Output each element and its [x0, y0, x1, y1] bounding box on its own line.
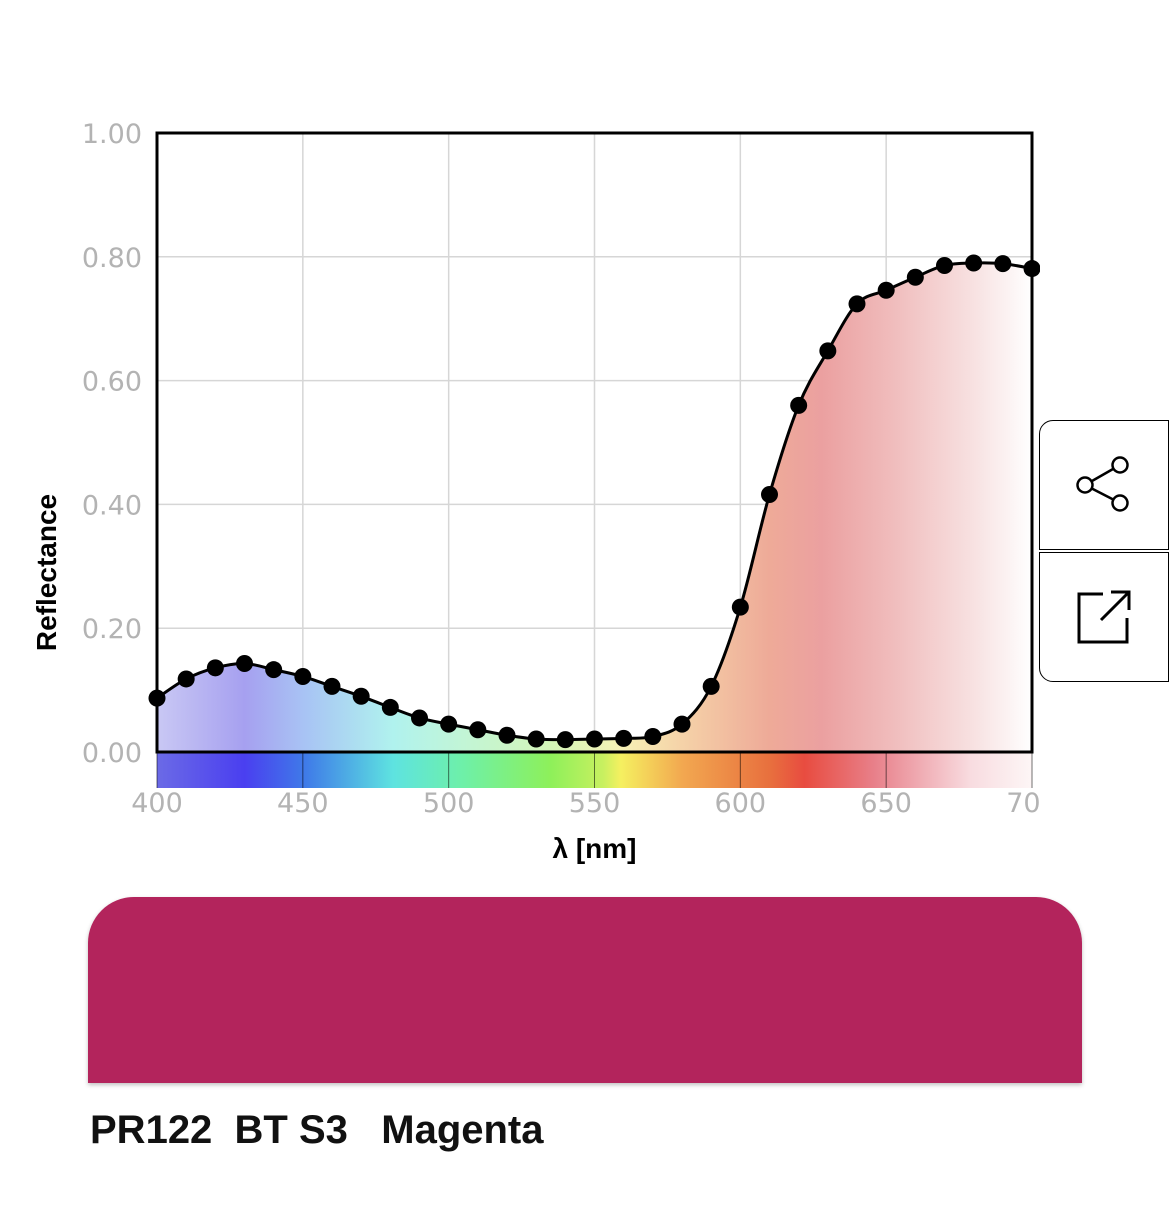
data-point — [469, 721, 487, 739]
x-tick-labels: 400 450 500 550 600 650 700 — [131, 788, 1040, 819]
share-button[interactable] — [1039, 420, 1169, 550]
data-point — [527, 730, 545, 748]
data-point — [148, 689, 166, 707]
data-point — [440, 715, 458, 733]
reflectance-area-fill — [157, 262, 1032, 752]
pigment-series: BT S3 — [234, 1108, 348, 1152]
x-tick-label: 450 — [277, 788, 329, 819]
x-tick-label: 700 — [1006, 788, 1040, 819]
data-point — [177, 670, 195, 688]
data-point — [615, 729, 633, 747]
data-point — [556, 731, 574, 749]
plot-frame — [155, 131, 1034, 754]
data-point — [906, 268, 924, 286]
y-tick-label: 0.60 — [82, 367, 142, 398]
data-point — [936, 256, 953, 274]
data-point — [236, 654, 253, 672]
spectrum-bar-grid — [156, 752, 1033, 788]
x-tick-label: 500 — [423, 788, 475, 819]
x-axis-title: λ [nm] — [553, 833, 637, 864]
x-tick-label: 600 — [715, 788, 767, 819]
data-point — [877, 281, 895, 299]
data-point — [994, 255, 1012, 273]
data-point — [206, 659, 224, 677]
x-tick-label: 400 — [131, 788, 183, 819]
data-point — [323, 677, 341, 695]
data-point — [848, 295, 866, 313]
data-point — [819, 342, 837, 360]
y-tick-label: 0.40 — [82, 490, 142, 521]
y-tick-labels: 0.00 0.20 0.40 0.60 0.80 1.00 — [82, 119, 142, 769]
share-icon — [1076, 456, 1129, 512]
y-tick-label: 0.00 — [82, 738, 142, 769]
data-point — [411, 709, 428, 727]
data-point — [673, 715, 691, 733]
data-point — [731, 598, 749, 616]
data-point — [644, 728, 662, 746]
data-point — [381, 698, 399, 716]
open-external-button[interactable] — [1039, 552, 1169, 682]
pigment-caption: PR122 BT S3 Magenta — [90, 1108, 544, 1153]
data-points — [148, 254, 1040, 749]
x-tick-label: 550 — [569, 788, 621, 819]
data-point — [498, 726, 516, 744]
data-point — [265, 661, 283, 679]
data-point — [790, 396, 808, 414]
y-axis-title: Reflectance — [31, 494, 62, 651]
data-point — [586, 730, 603, 748]
data-point — [1023, 260, 1040, 278]
color-swatch — [88, 897, 1082, 1083]
y-tick-label: 0.80 — [82, 243, 142, 274]
x-tick-label: 650 — [860, 788, 912, 819]
data-point — [352, 687, 370, 705]
data-point — [965, 254, 983, 272]
data-point — [761, 485, 778, 503]
y-tick-label: 0.20 — [82, 614, 142, 645]
pigment-code: PR122 — [90, 1108, 213, 1152]
y-tick-label: 1.00 — [82, 119, 142, 150]
data-point — [702, 677, 720, 695]
pigment-name: Magenta — [381, 1108, 544, 1152]
open-external-icon — [1077, 590, 1131, 644]
data-point — [294, 667, 312, 685]
